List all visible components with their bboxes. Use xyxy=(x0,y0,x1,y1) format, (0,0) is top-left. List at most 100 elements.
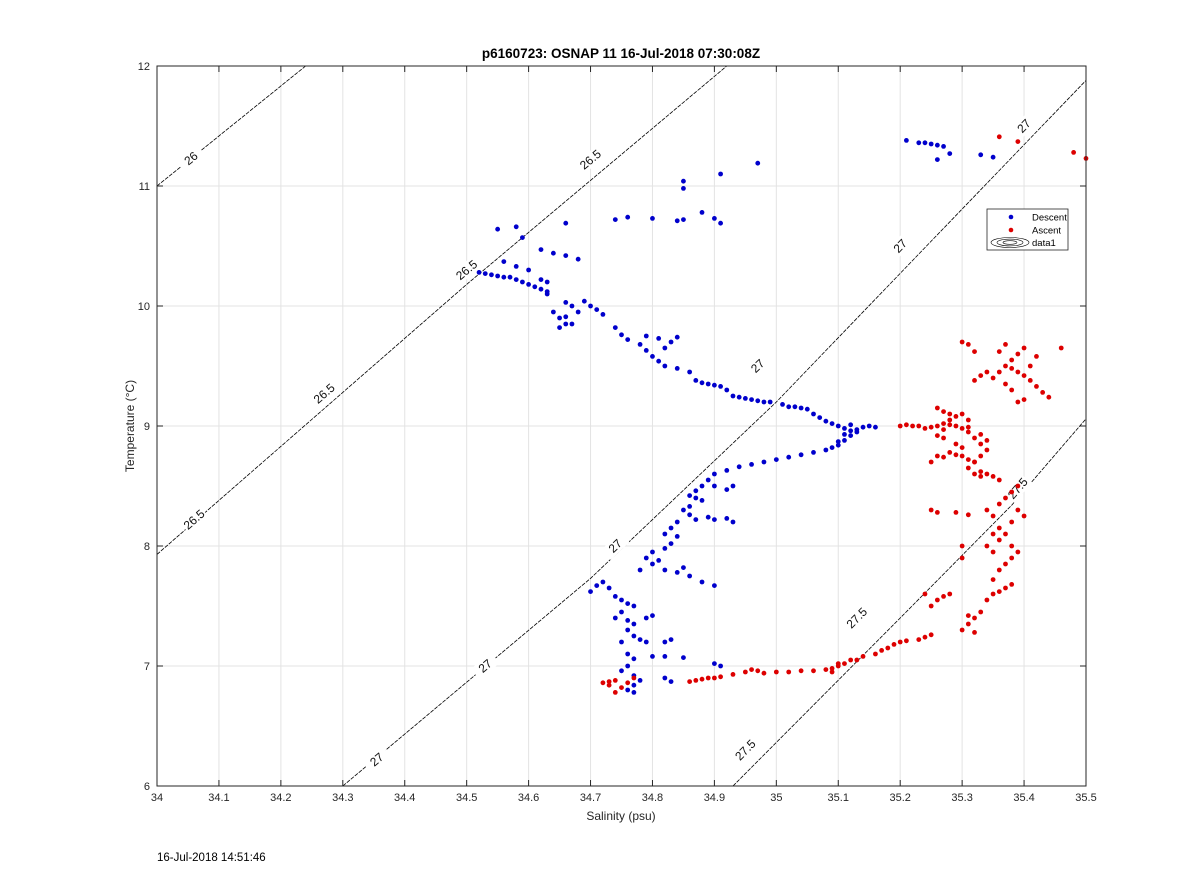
ascent-point xyxy=(786,669,792,675)
y-tick-label: 7 xyxy=(144,661,150,673)
descent-point xyxy=(631,633,637,639)
descent-point xyxy=(625,337,631,342)
x-tick-label: 34.1 xyxy=(208,792,229,804)
ascent-point xyxy=(1058,345,1064,351)
legend-entry-data1: data1 xyxy=(1032,238,1056,249)
ascent-point xyxy=(1003,342,1008,347)
descent-point xyxy=(656,358,662,364)
ascent-point xyxy=(990,549,996,555)
ascent-point xyxy=(1009,387,1015,393)
ascent-point xyxy=(916,637,922,642)
descent-point xyxy=(594,307,600,312)
descent-point xyxy=(656,558,662,563)
descent-point xyxy=(817,415,823,420)
ascent-point xyxy=(612,678,618,683)
ascent-point xyxy=(996,567,1002,573)
descent-point xyxy=(681,507,686,513)
descent-point xyxy=(668,637,674,642)
descent-point xyxy=(668,679,674,684)
descent-point xyxy=(625,627,631,633)
ascent-point xyxy=(959,453,965,459)
ascent-point xyxy=(947,422,953,428)
descent-point xyxy=(563,220,569,226)
ascent-point xyxy=(965,429,971,435)
ascent-point xyxy=(953,441,959,447)
ascent-point xyxy=(1015,139,1021,145)
ascent-point xyxy=(885,645,891,651)
descent-point xyxy=(798,405,804,411)
descent-point xyxy=(681,565,686,570)
descent-point xyxy=(792,404,798,410)
descent-point xyxy=(631,690,637,695)
ascent-point xyxy=(842,661,847,666)
ascent-point xyxy=(755,668,761,674)
ascent-point xyxy=(978,432,984,437)
descent-point xyxy=(823,447,829,453)
ascent-point xyxy=(749,667,754,672)
descent-point xyxy=(693,517,699,522)
descent-point xyxy=(563,253,569,258)
descent-point xyxy=(699,483,705,489)
y-axis-label: Temperature (°C) xyxy=(123,380,137,472)
descent-point xyxy=(705,514,711,520)
descent-point xyxy=(786,404,792,410)
ascent-point xyxy=(990,375,996,381)
y-tick-label: 8 xyxy=(144,541,150,553)
ascent-point xyxy=(897,639,903,645)
ascent-point xyxy=(965,424,971,430)
descent-point xyxy=(557,315,562,321)
ascent-point xyxy=(972,615,977,621)
descent-point xyxy=(687,504,693,509)
ascent-point xyxy=(693,678,699,683)
density-contours: 2626.526.526.526.527272727272727.527.527… xyxy=(156,65,1087,787)
ascent-point xyxy=(972,349,977,354)
ascent-point xyxy=(996,501,1002,507)
descent-point xyxy=(712,517,717,522)
descent-point xyxy=(581,298,587,304)
ascent-point xyxy=(811,668,816,674)
descent-point xyxy=(712,483,717,489)
ascent-point xyxy=(699,676,705,682)
descent-point xyxy=(631,656,637,662)
descent-point xyxy=(662,345,668,351)
descent-point xyxy=(681,655,686,660)
ascent-point xyxy=(916,423,922,429)
descent-point xyxy=(606,585,612,591)
ascent-point xyxy=(903,638,909,644)
descent-point xyxy=(674,218,680,224)
ascent-point xyxy=(953,414,959,419)
x-tick-label: 35.4 xyxy=(1013,792,1034,804)
descent-point xyxy=(724,516,730,521)
ascent-point xyxy=(1015,369,1021,375)
descent-point xyxy=(662,654,668,659)
descent-point xyxy=(835,423,841,429)
ascent-point xyxy=(996,537,1002,543)
ascent-point xyxy=(928,459,934,465)
descent-point xyxy=(668,525,674,531)
ascent-point xyxy=(996,349,1002,354)
descent-point xyxy=(650,654,655,659)
descent-point xyxy=(842,426,847,431)
ascent-point xyxy=(1009,357,1015,363)
descent-point xyxy=(501,274,507,280)
ascent-point xyxy=(829,669,835,675)
x-tick-label: 35.3 xyxy=(951,792,972,804)
x-tick-label: 34.9 xyxy=(704,792,725,804)
descent-point xyxy=(934,142,940,148)
descent-point xyxy=(575,309,581,315)
descent-point xyxy=(742,396,748,401)
ascent-point xyxy=(959,555,965,561)
descent-point xyxy=(718,384,723,389)
chart-title: p6160723: OSNAP 11 16-Jul-2018 07:30:08Z xyxy=(482,46,760,61)
ascent-point xyxy=(978,373,984,378)
ascent-point xyxy=(1071,150,1077,155)
ascent-point xyxy=(990,591,996,597)
descent-point xyxy=(588,303,593,309)
descent-point xyxy=(637,678,643,683)
ascent-point xyxy=(1009,519,1015,525)
ascent-point xyxy=(922,634,928,640)
descent-point xyxy=(681,217,686,223)
descent-point xyxy=(811,411,816,417)
ascent-point xyxy=(996,589,1002,594)
